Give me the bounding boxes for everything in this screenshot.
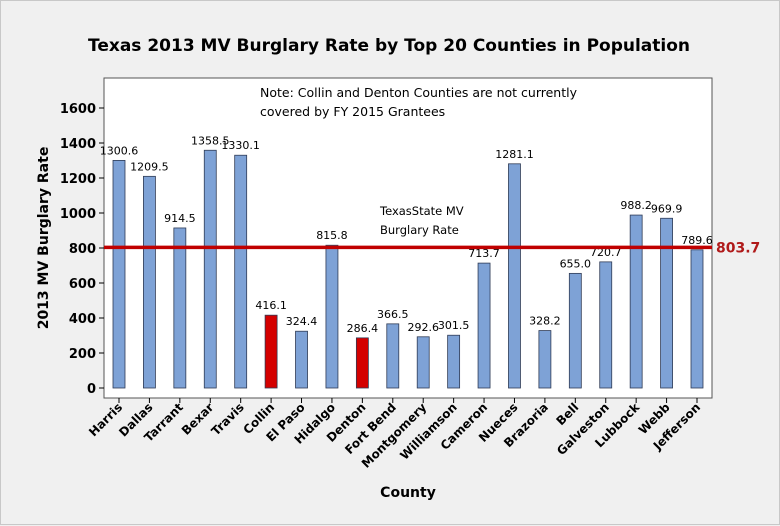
y-tick-label: 800 (69, 242, 96, 257)
data-label: 328.2 (529, 315, 561, 328)
bar-bell (568, 272, 582, 389)
note-line-2: covered by FY 2015 Grantees (260, 104, 445, 119)
x-tick-label: Travis (209, 400, 247, 438)
note-line-1: Note: Collin and Denton Counties are not… (260, 85, 578, 100)
bar-galveston (599, 261, 613, 389)
y-axis: 0 200 400 600 800 1000 1200 1400 1600 (60, 102, 104, 397)
data-label: 815.8 (316, 229, 348, 242)
plot-area (103, 77, 713, 399)
x-axis-title: County (380, 485, 436, 501)
data-label: 286.4 (347, 322, 379, 335)
y-tick-label: 200 (69, 347, 96, 362)
y-tick-label: 1600 (60, 102, 96, 117)
reference-line-group: 803.7 (104, 240, 760, 256)
data-label: 1358.5 (191, 134, 230, 147)
bar-brazoria (538, 330, 552, 389)
y-tick-label: 1200 (60, 172, 96, 187)
data-label: 324.4 (286, 315, 318, 328)
data-label: 416.1 (255, 299, 287, 312)
reference-line-label: 803.7 (716, 240, 760, 256)
bar-nueces (508, 163, 521, 389)
reference-note-line-1: TexasState MV (379, 204, 464, 218)
data-label: 1209.5 (130, 160, 169, 173)
y-tick-label: 1400 (60, 137, 96, 152)
data-label: 713.7 (468, 247, 500, 260)
data-label: 1330.1 (221, 139, 260, 152)
bar-fort-bend (386, 323, 400, 389)
data-label: 1300.6 (100, 144, 139, 157)
data-label: 1281.1 (495, 148, 534, 161)
y-tick-label: 600 (69, 277, 96, 292)
data-label: 969.9 (651, 202, 683, 215)
bar-lubbock (629, 214, 643, 389)
data-label: 655.0 (560, 257, 592, 270)
bar-cameron (477, 262, 491, 389)
bar-bexar (203, 149, 217, 389)
bar-harris (112, 159, 126, 389)
y-tick-label: 1000 (60, 207, 96, 222)
chart-title: Texas 2013 MV Burglary Rate by Top 20 Co… (88, 36, 690, 56)
bar-denton (355, 337, 369, 389)
data-label: 366.5 (377, 308, 409, 321)
bar-webb (660, 217, 673, 389)
y-axis-title: 2013 MV Burglary Rate (36, 147, 52, 330)
data-label: 292.6 (407, 321, 439, 334)
bar-hidalgo (325, 244, 339, 389)
data-label: 789.6 (681, 234, 713, 247)
data-label: 301.5 (438, 319, 470, 332)
bars (112, 149, 704, 389)
data-label: 720.7 (590, 246, 622, 259)
bar-collin (264, 314, 278, 389)
bar-jefferson (690, 249, 704, 389)
bar-williamson (447, 334, 461, 389)
data-label: 988.2 (620, 199, 652, 212)
bar-tarrant (173, 227, 187, 389)
data-label: 914.5 (164, 212, 196, 225)
bar-dallas (143, 175, 156, 389)
y-tick-label: 400 (69, 312, 96, 327)
bar-el-paso (295, 330, 308, 389)
bar-montgomery (416, 336, 430, 389)
reference-note-line-2: Burglary Rate (380, 223, 459, 237)
y-tick-label: 0 (87, 382, 96, 397)
x-tick-label: Bexar (179, 400, 217, 438)
bar-travis (234, 154, 248, 389)
